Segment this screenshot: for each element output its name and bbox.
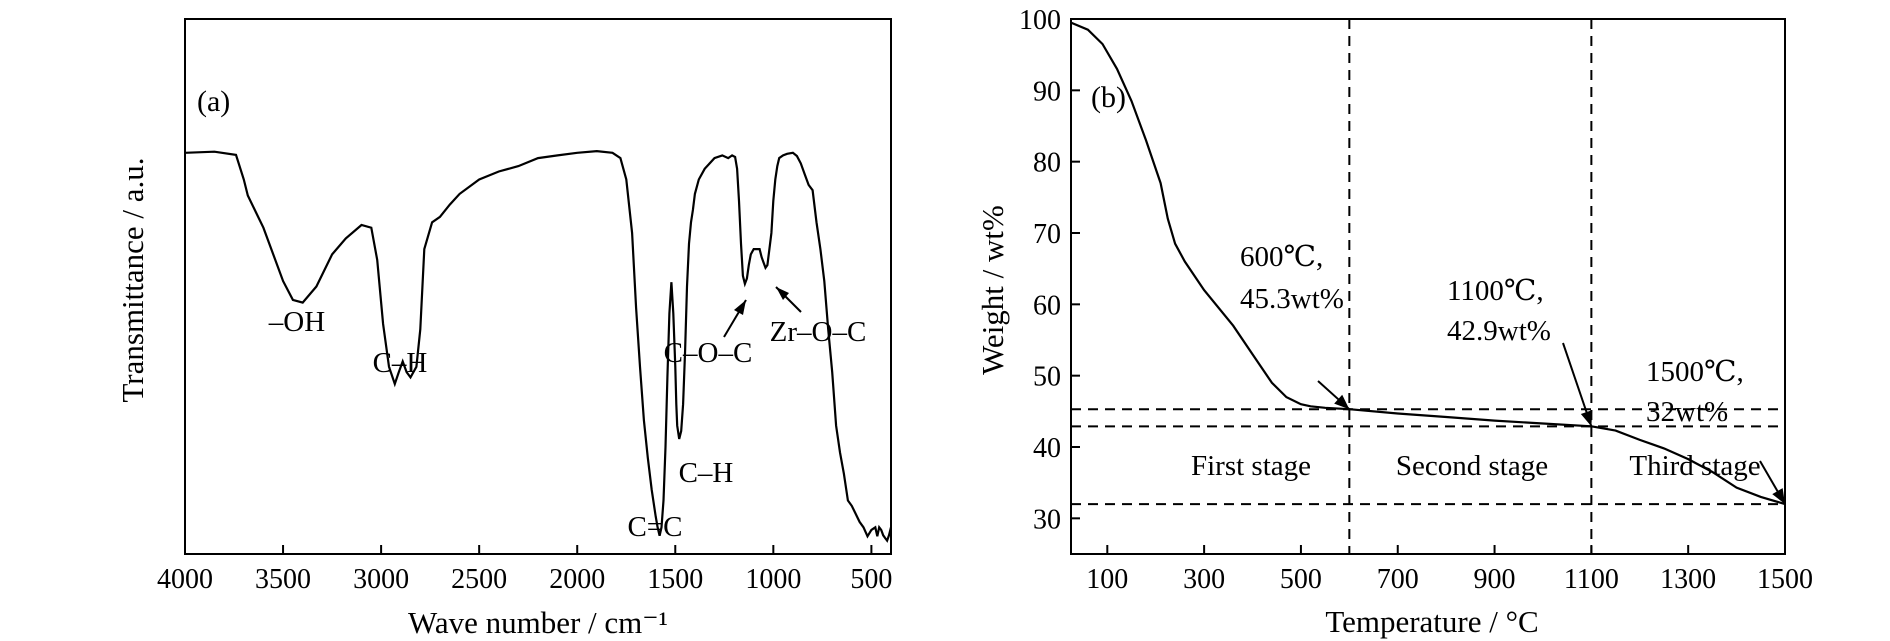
ftir-x-axis-label: Wave number / cm⁻¹ bbox=[408, 605, 668, 640]
tga-x-tick-label: 1300 bbox=[1660, 564, 1716, 595]
ftir-chart-panel: 4000 3500 3000 2500 2000 1500 1000 500 (a) Wave… bbox=[115, 18, 893, 640]
annotation-1500-weight: 32wt% bbox=[1646, 396, 1728, 428]
tga-reference-lines bbox=[1071, 19, 1785, 554]
tga-y-tick-label: 40 bbox=[1033, 433, 1061, 464]
tga-y-tick-label: 70 bbox=[1033, 219, 1061, 250]
tga-x-axis-label: Temperature / °C bbox=[1325, 604, 1538, 639]
ftir-x-tick-label: 2500 bbox=[451, 564, 507, 595]
tga-chart-panel: 100 300 500 700 900 1100 1300 1500 30 40 50 60 70 80… bbox=[975, 5, 1813, 639]
ftir-x-tick-label: 4000 bbox=[157, 564, 213, 595]
tga-y-tick-label: 50 bbox=[1033, 362, 1061, 393]
tga-plot-frame bbox=[1070, 18, 1786, 555]
ftir-plot-frame bbox=[184, 18, 892, 555]
tga-annotation-arrow-head bbox=[1580, 410, 1593, 427]
panel-label-a: (a) bbox=[197, 85, 230, 118]
annotation-1100-temp: 1100℃, bbox=[1447, 275, 1544, 307]
tga-x-tick-label: 700 bbox=[1377, 564, 1419, 595]
annotation-c-double-c: C=C bbox=[627, 511, 682, 543]
ftir-x-tick-label: 1500 bbox=[647, 564, 703, 595]
tga-x-tick-label: 1100 bbox=[1564, 564, 1619, 595]
tga-x-tick-label: 900 bbox=[1474, 564, 1516, 595]
annotation-1100-weight: 42.9wt% bbox=[1447, 315, 1551, 347]
ftir-x-tick-label: 500 bbox=[850, 564, 892, 595]
ftir-x-axis: 4000 3500 3000 2500 2000 1500 1000 500 bbox=[157, 545, 892, 595]
ftir-x-tick-label: 3000 bbox=[353, 564, 409, 595]
panel-label-b: (b) bbox=[1091, 81, 1126, 114]
tga-y-tick-label: 100 bbox=[1019, 5, 1061, 36]
arrow-zr-o-c-head bbox=[776, 287, 789, 300]
annotation-ch-2: C–H bbox=[679, 457, 734, 489]
tga-x-tick-label: 300 bbox=[1183, 564, 1225, 595]
stage-label-second: Second stage bbox=[1396, 450, 1548, 482]
tga-annotation-arrow-head bbox=[1334, 394, 1350, 410]
tga-y-axis: 30 40 50 60 70 80 90 100 bbox=[1019, 5, 1080, 535]
annotation-c-o-c: C–O–C bbox=[664, 337, 753, 369]
tga-y-axis-label: Weight / wt% bbox=[975, 205, 1010, 375]
tga-x-tick-label: 1500 bbox=[1757, 564, 1813, 595]
annotation-600-temp: 600℃, bbox=[1240, 241, 1323, 273]
stage-label-third: Third stage bbox=[1629, 450, 1760, 482]
tga-annotation-arrow-head bbox=[1772, 488, 1785, 505]
arrow-c-o-c-head bbox=[734, 300, 746, 315]
annotation-zr-o-c: Zr–O–C bbox=[770, 316, 867, 348]
ftir-y-axis-label: Transmittance / a.u. bbox=[115, 157, 150, 402]
tga-weight-curve bbox=[1070, 21, 1786, 506]
annotation-1500-temp: 1500℃, bbox=[1646, 356, 1744, 388]
tga-annotation-arrows bbox=[1317, 342, 1786, 505]
ftir-x-tick-label: 2000 bbox=[549, 564, 605, 595]
ftir-x-tick-label: 3500 bbox=[255, 564, 311, 595]
tga-x-tick-label: 500 bbox=[1280, 564, 1322, 595]
annotation-ch-1: C–H bbox=[373, 347, 428, 379]
tga-y-tick-label: 90 bbox=[1033, 76, 1061, 107]
stage-label-first: First stage bbox=[1191, 450, 1311, 482]
ftir-x-tick-label: 1000 bbox=[745, 564, 801, 595]
tga-x-axis: 100 300 500 700 900 1100 1300 1500 bbox=[1086, 545, 1813, 595]
tga-x-tick-label: 100 bbox=[1086, 564, 1128, 595]
ftir-spectrum-line bbox=[184, 149, 893, 543]
annotation-oh: –OH bbox=[268, 306, 325, 338]
tga-y-tick-label: 80 bbox=[1033, 148, 1061, 179]
tga-y-tick-label: 30 bbox=[1033, 504, 1061, 535]
annotation-600-weight: 45.3wt% bbox=[1240, 283, 1344, 315]
tga-y-tick-label: 60 bbox=[1033, 290, 1061, 321]
